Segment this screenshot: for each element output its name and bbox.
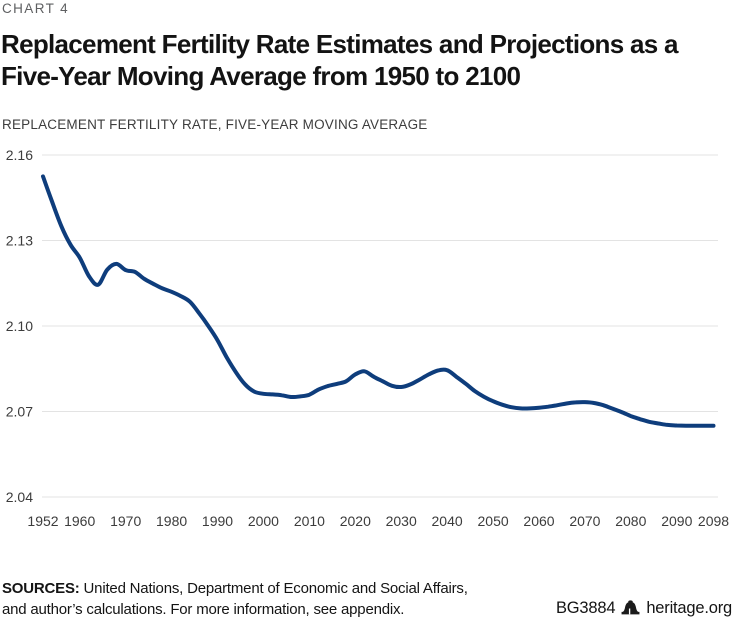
chart-number-label: CHART 4	[2, 1, 70, 16]
x-tick-label: 2040	[432, 513, 463, 529]
x-tick-label: 2030	[386, 513, 417, 529]
chart-title-line1: Replacement Fertility Rate Estimates and…	[1, 29, 679, 59]
y-tick-label: 2.04	[6, 489, 33, 505]
sources-label: SOURCES:	[2, 580, 80, 597]
credit-line: BG3884 heritage.org	[556, 599, 732, 618]
x-tick-label: 2050	[478, 513, 509, 529]
x-tick-label: 2010	[294, 513, 325, 529]
fertility-line-chart: 2.16 2.13 2.10 2.07 2.04 1952 1960 1970 1980 1990…	[6, 147, 730, 529]
x-tick-label: 2098	[698, 513, 729, 529]
x-tick-label: 1990	[202, 513, 233, 529]
x-tick-label: 1952	[27, 513, 58, 529]
x-tick-label: 2060	[523, 513, 554, 529]
x-tick-label: 2070	[569, 513, 600, 529]
y-axis-title: REPLACEMENT FERTILITY RATE, FIVE-YEAR MO…	[2, 117, 428, 132]
x-tick-label: 2090	[661, 513, 692, 529]
sources-line2: and author’s calculations. For more info…	[2, 601, 405, 618]
y-tick-label: 2.13	[6, 233, 33, 249]
chart-title: Replacement Fertility Rate Estimates and…	[1, 28, 679, 92]
x-tick-label: 1980	[156, 513, 187, 529]
x-tick-label: 1970	[110, 513, 141, 529]
report-id: BG3884	[555, 599, 616, 617]
sources-note: SOURCES: United Nations, Department of E…	[2, 578, 468, 620]
sources-line1: United Nations, Department of Economic a…	[79, 580, 468, 597]
x-tick-label: 1960	[64, 513, 95, 529]
fertility-rate-line	[41, 174, 716, 428]
site-label: heritage.org	[646, 599, 732, 617]
x-tick-label: 2020	[340, 513, 371, 529]
chart-title-line2: Five-Year Moving Average from 1950 to 21…	[1, 61, 521, 91]
x-tick-label: 2000	[248, 513, 279, 529]
y-tick-label: 2.10	[6, 318, 33, 334]
heritage-bell-icon	[621, 600, 640, 615]
y-tick-label: 2.16	[6, 147, 33, 163]
x-tick-label: 2080	[615, 513, 646, 529]
y-tick-label: 2.07	[6, 404, 33, 420]
